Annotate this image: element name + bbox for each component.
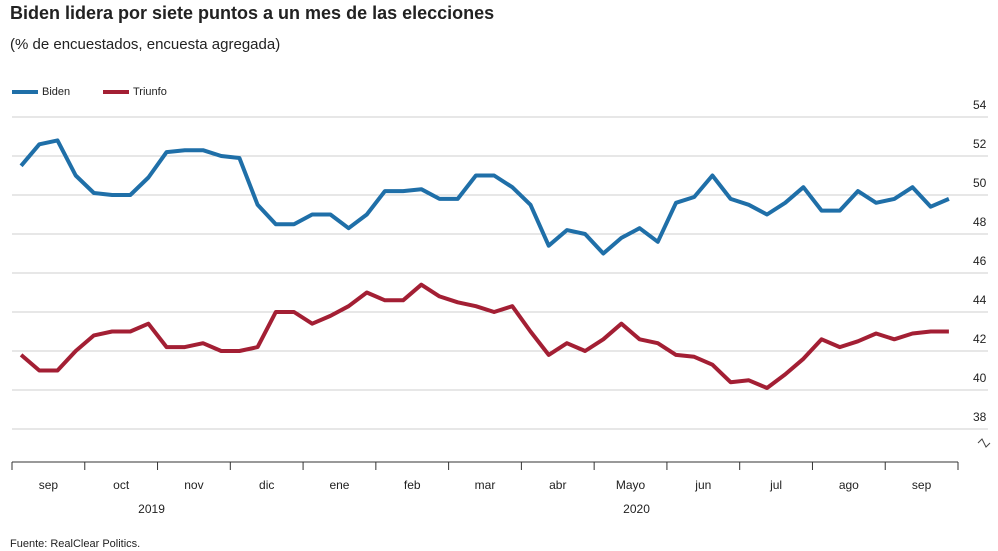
series-line <box>19 138 950 256</box>
chart-title: Biden lidera por siete puntos a un mes d… <box>10 3 494 23</box>
y-tick-label: 40 <box>973 371 987 385</box>
x-tick-label: nov <box>184 478 203 492</box>
y-tick-label: 50 <box>973 176 987 190</box>
series-line <box>19 282 949 390</box>
y-tick-label: 46 <box>973 254 987 268</box>
x-tick-label: Mayo <box>616 478 646 492</box>
y-tick-label: 42 <box>973 332 987 346</box>
x-tick-label: jul <box>769 478 782 492</box>
x-tick-label: feb <box>404 478 421 492</box>
x-tick-label: dic <box>259 478 274 492</box>
y-tick-label: 52 <box>973 137 987 151</box>
source-note: Fuente: RealClear Politics. <box>10 538 140 550</box>
year-label: 2020 <box>623 502 650 516</box>
chart-subtitle: (% de encuestados, encuesta agregada) <box>10 36 280 53</box>
x-tick-label: abr <box>549 478 566 492</box>
x-tick-label: ene <box>329 478 349 492</box>
x-tick-label: sep <box>39 478 59 492</box>
legend-label: Triunfo <box>133 86 167 98</box>
year-label: 2019 <box>138 502 165 516</box>
y-tick-label: 54 <box>973 98 987 112</box>
x-tick-label: jun <box>694 478 711 492</box>
x-tick-label: ago <box>839 478 859 492</box>
axis-break <box>977 438 991 448</box>
legend-label: Biden <box>42 86 70 98</box>
x-tick-label: oct <box>113 478 130 492</box>
y-tick-label: 44 <box>973 293 987 307</box>
y-tick-label: 38 <box>973 410 987 424</box>
x-tick-label: mar <box>475 478 496 492</box>
y-tick-label: 48 <box>973 215 987 229</box>
x-tick-label: sep <box>912 478 932 492</box>
